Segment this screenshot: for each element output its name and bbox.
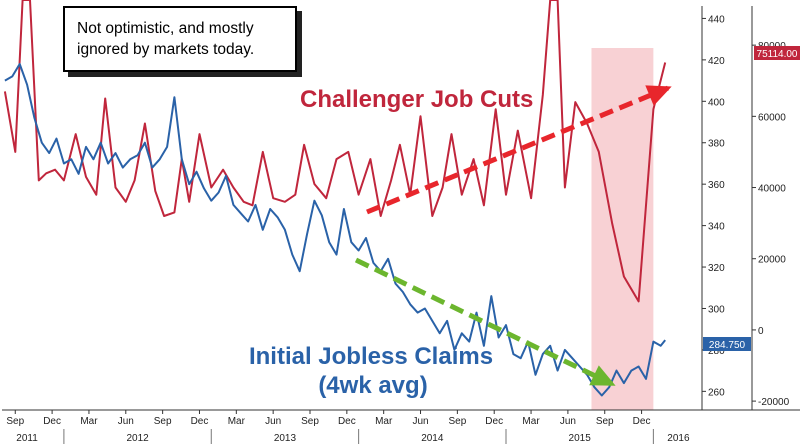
challenger-series-label: Challenger Job Cuts (300, 86, 533, 113)
left-tick-label: 400 (708, 97, 725, 108)
jobless-series-label: Initial Jobless Claims (249, 343, 493, 370)
challenger-value-tag (754, 46, 800, 60)
x-tick-label: Mar (228, 416, 246, 427)
x-year-label: 2014 (421, 433, 444, 444)
x-tick-label: Dec (338, 416, 356, 427)
x-tick-label: Jun (560, 416, 576, 427)
trend-arrow-layer (354, 85, 672, 387)
left-tick-label: 440 (708, 14, 725, 25)
jobless-value-tag (703, 337, 751, 351)
x-tick-label: Mar (375, 416, 393, 427)
x-year-label: 2015 (569, 433, 592, 444)
x-tick-label: Sep (596, 416, 614, 427)
x-tick-label: Sep (154, 416, 172, 427)
right-tick-label: 60000 (758, 112, 786, 123)
challenger-trend-arrow-head (645, 85, 672, 106)
jobless-trend-arrow-head (589, 365, 616, 386)
annotation-box: Not optimistic, and mostly ignored by ma… (63, 6, 297, 72)
left-tick-label: 320 (708, 263, 725, 274)
left-tick-label: 280 (708, 346, 725, 357)
x-tick-label: Jun (118, 416, 134, 427)
challenger-trend-arrow-shaft (366, 85, 669, 215)
right-tick-label: 20000 (758, 255, 786, 266)
x-tick-label: Jun (412, 416, 428, 427)
right-tick-label: 0 (758, 326, 764, 337)
left-tick-label: 380 (708, 139, 725, 150)
x-tick-label: Jun (265, 416, 281, 427)
series-line-challenger (3, 0, 667, 303)
x-tick-label: Sep (448, 416, 466, 427)
jobless-trend-arrow-shaft (354, 257, 614, 387)
x-tick-label: Mar (522, 416, 540, 427)
series-line-jobless (4, 63, 666, 397)
x-year-label: 2016 (667, 433, 690, 444)
x-year-label: 2011 (16, 433, 38, 444)
x-year-label: 2012 (126, 433, 149, 444)
x-tick-label: Dec (633, 416, 651, 427)
series-layer (3, 0, 667, 397)
x-tick-label: Sep (301, 416, 319, 427)
x-tick-label: Dec (43, 416, 61, 427)
left-tick-label: 360 (708, 180, 725, 191)
left-tick-label: 260 (708, 387, 725, 398)
left-tick-label: 300 (708, 304, 725, 315)
challenger-value-text: 75114.00 (757, 49, 798, 60)
left-tick-label: 420 (708, 56, 725, 67)
x-tick-label: Sep (6, 416, 24, 427)
x-tick-label: Dec (191, 416, 209, 427)
axis-layer: 2602803003203403603804004204408000060000… (2, 6, 800, 444)
right-tick-label: -20000 (758, 397, 790, 408)
right-tick-label: 40000 (758, 184, 786, 195)
x-tick-label: Dec (485, 416, 503, 427)
x-year-label: 2013 (274, 433, 297, 444)
x-tick-label: Mar (80, 416, 98, 427)
left-tick-label: 340 (708, 222, 725, 233)
jobless-series-sublabel: (4wk avg) (318, 372, 427, 399)
jobless-value-text: 284.750 (709, 340, 746, 351)
series-label-layer: 75114.00 284.750 Challenger Job Cuts Initia… (249, 46, 800, 399)
